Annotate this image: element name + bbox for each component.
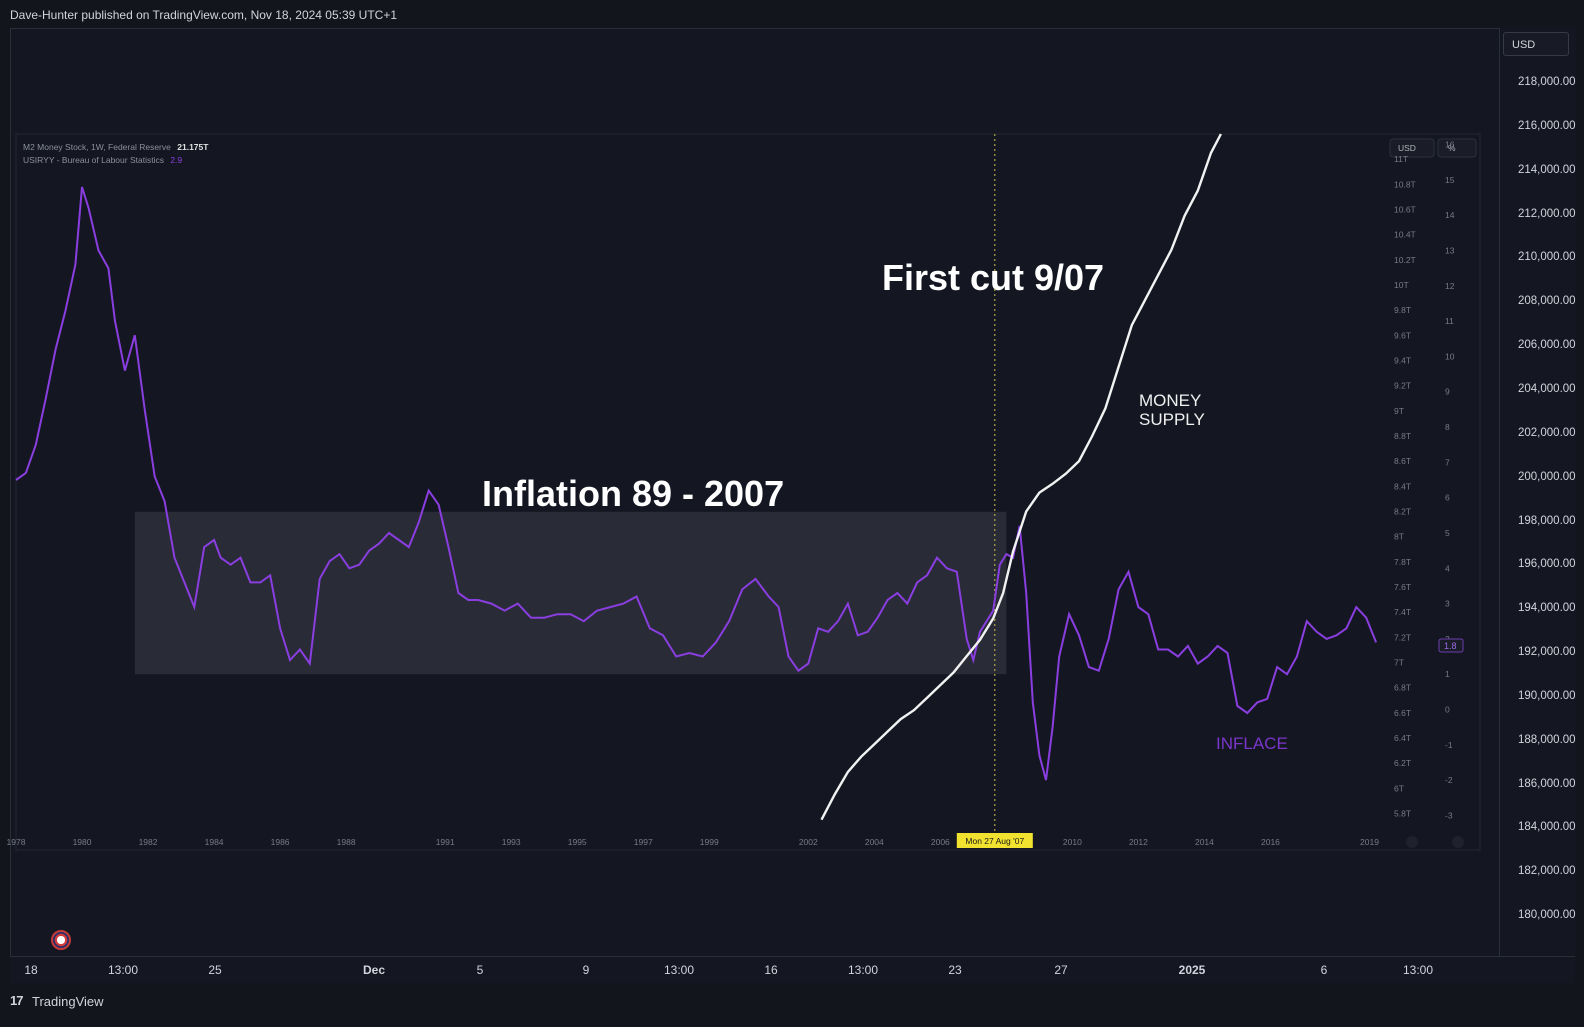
outer-price-label: 184,000.00 (1518, 821, 1576, 834)
outer-price-label: 198,000.00 (1518, 514, 1576, 527)
publisher-text: Dave-Hunter published on TradingView.com… (10, 8, 398, 22)
outer-price-label: 196,000.00 (1518, 558, 1576, 571)
outer-time-label: 2025 (1178, 963, 1206, 977)
footer: 17 TradingView (0, 990, 1584, 1027)
outer-price-label: 202,000.00 (1518, 426, 1576, 439)
outer-time-label: 13:00 (847, 963, 879, 977)
outer-price-label: 200,000.00 (1518, 470, 1576, 483)
outer-time-label: 18 (24, 963, 38, 977)
outer-time-label: 16 (764, 963, 778, 977)
outer-price-label: 186,000.00 (1518, 777, 1576, 790)
outer-time-axis[interactable]: 18 13:00 25 Dec 5 9 13:00 16 13:00 23 27 2025 6 13:00 (10, 956, 1575, 983)
outer-price-label: 214,000.00 (1518, 163, 1576, 176)
tradingview-logo-icon[interactable]: 17 (10, 993, 24, 1008)
outer-price-label: 180,000.00 (1518, 909, 1576, 922)
outer-price-scale[interactable]: 218,000.00 216,000.00 214,000.00 212,000.00… (1499, 28, 1576, 955)
outer-price-label: 218,000.00 (1518, 76, 1576, 88)
us-flag-icon[interactable] (51, 930, 71, 950)
outer-time-label: 23 (948, 963, 962, 977)
outer-time-label: 27 (1054, 963, 1068, 977)
outer-time-label: 6 (1320, 963, 1328, 977)
tradingview-brand[interactable]: TradingView (32, 994, 104, 1009)
outer-price-label: 208,000.00 (1518, 295, 1576, 308)
outer-chart-pane[interactable] (10, 28, 1500, 957)
outer-time-label: 13:00 (107, 963, 139, 977)
outer-price-label: 212,000.00 (1518, 207, 1576, 220)
outer-time-label: 5 (476, 963, 484, 977)
outer-price-label: 194,000.00 (1518, 602, 1576, 615)
outer-price-label: 206,000.00 (1518, 339, 1576, 352)
outer-time-label: 13:00 (663, 963, 695, 977)
outer-price-label: 190,000.00 (1518, 689, 1576, 702)
publisher-header: Dave-Hunter published on TradingView.com… (0, 0, 1584, 28)
outer-time-label: Dec (362, 963, 385, 977)
outer-price-label: 210,000.00 (1518, 251, 1576, 264)
outer-time-label: 9 (582, 963, 590, 977)
outer-price-label: 188,000.00 (1518, 733, 1576, 746)
currency-button[interactable]: USD (1503, 32, 1569, 56)
outer-time-label: 13:00 (1402, 963, 1434, 977)
outer-price-label: 216,000.00 (1518, 119, 1576, 132)
outer-time-label: 25 (208, 963, 222, 977)
outer-price-label: 204,000.00 (1518, 382, 1576, 395)
outer-price-label: 182,000.00 (1518, 865, 1576, 878)
outer-price-label: 192,000.00 (1518, 646, 1576, 659)
